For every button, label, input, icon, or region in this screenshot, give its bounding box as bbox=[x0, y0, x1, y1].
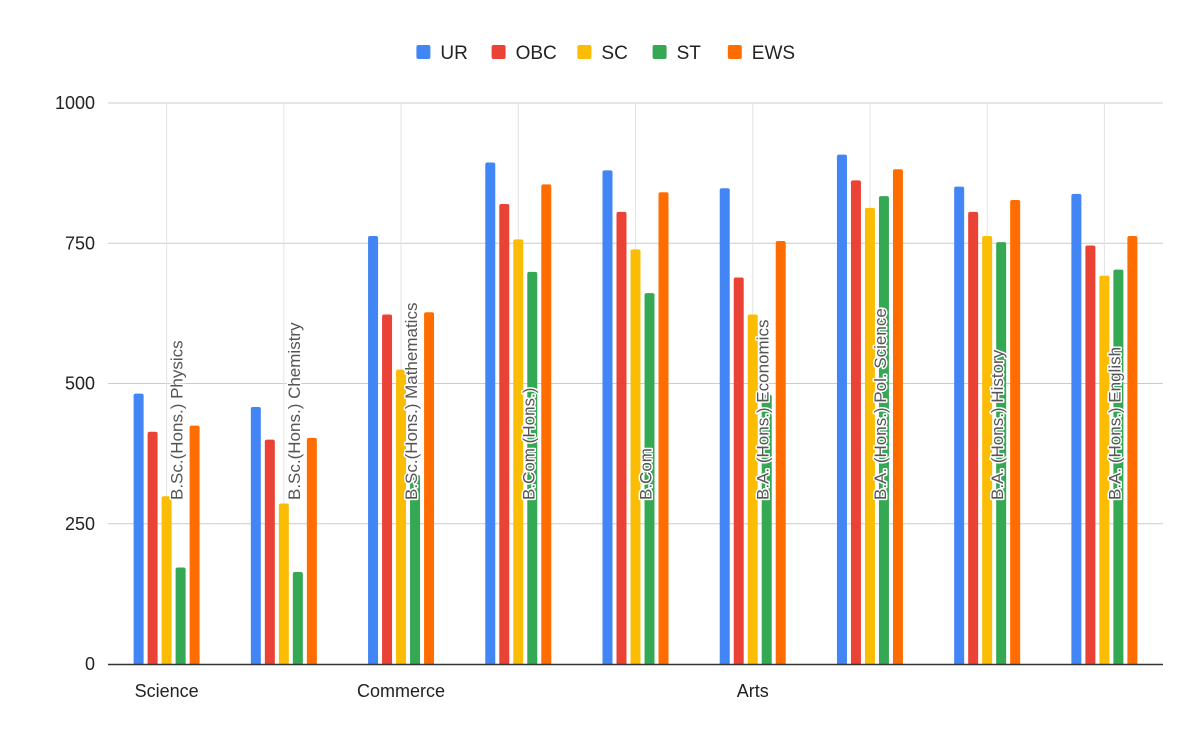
bar-sc-b-a-hons-english bbox=[1099, 275, 1110, 664]
bar-obc-b-sc-hons-physics bbox=[147, 431, 158, 664]
y-tick-label-1000: 1000 bbox=[55, 93, 95, 113]
bar-st-b-a-hons-history bbox=[996, 242, 1007, 665]
legend: UR OBC SC ST EWS bbox=[416, 43, 795, 64]
category-label-b-a-hons-pol-science: B.A. (Hons.) Pol. Science bbox=[871, 308, 890, 500]
bar-ews-b-a-hons-pol-science bbox=[892, 169, 903, 664]
bar-obc-b-sc-hons-chemistry bbox=[264, 439, 275, 664]
category-label-b-sc-hons-chemistry: B.Sc.(Hons.) Chemistry bbox=[285, 322, 304, 500]
y-tick-label-0: 0 bbox=[85, 654, 95, 674]
bar-sc-b-sc-hons-physics bbox=[161, 496, 172, 664]
bar-obc-b-com-hons bbox=[499, 203, 510, 665]
bar-sc-b-com-hons bbox=[513, 239, 524, 664]
bar-ews-b-a-hons-english bbox=[1127, 235, 1138, 664]
bar-ur-b-a-hons-english bbox=[1071, 193, 1082, 664]
category-label-b-sc-hons-mathematics: B.Sc.(Hons.) Mathematics bbox=[402, 303, 421, 500]
legend-swatch-st bbox=[652, 45, 667, 59]
bar-sc-b-sc-hons-mathematics bbox=[396, 369, 407, 664]
bar-sc-b-a-hons-pol-science bbox=[864, 207, 875, 665]
category-label-b-a-hons-history: B.A. (Hons.) History bbox=[988, 349, 1007, 500]
y-tick-label-250: 250 bbox=[65, 514, 95, 534]
bar-ur-b-sc-hons-chemistry bbox=[250, 407, 261, 664]
legend-swatch-ews bbox=[727, 45, 742, 59]
bar-ur-b-com-hons bbox=[485, 162, 496, 664]
bar-sc-b-a-hons-history bbox=[982, 235, 993, 664]
bar-obc-b-sc-hons-mathematics bbox=[382, 314, 393, 664]
category-label-b-com-hons: B.Com (Hons.) bbox=[519, 388, 538, 500]
x-group-label-science: Science bbox=[135, 681, 199, 701]
bar-st-b-sc-hons-mathematics bbox=[410, 474, 421, 664]
bars bbox=[133, 154, 1138, 665]
bar-ews-b-a-hons-economics bbox=[775, 241, 786, 665]
bar-ews-b-sc-hons-chemistry bbox=[306, 437, 317, 664]
category-label-b-com: B.Com bbox=[637, 448, 656, 500]
bar-ews-b-sc-hons-mathematics bbox=[424, 312, 435, 664]
bar-st-b-com bbox=[644, 293, 655, 664]
y-tick-label-750: 750 bbox=[65, 233, 95, 253]
legend-label-ews: EWS bbox=[752, 43, 795, 64]
category-label-b-sc-hons-physics: B.Sc.(Hons.) Physics bbox=[168, 340, 187, 500]
bar-st-b-sc-hons-chemistry bbox=[292, 571, 303, 664]
legend-item-sc[interactable]: SC bbox=[577, 43, 628, 64]
bar-ews-b-a-hons-history bbox=[1010, 200, 1021, 665]
bar-ur-b-a-hons-history bbox=[954, 186, 965, 665]
x-group-label-commerce: Commerce bbox=[357, 681, 445, 701]
x-axis-group-labels: Science Commerce Arts bbox=[135, 681, 769, 701]
legend-label-st: ST bbox=[677, 43, 702, 64]
bar-ur-b-a-hons-economics bbox=[719, 188, 730, 664]
bar-st-b-a-hons-english bbox=[1113, 269, 1124, 664]
legend-item-st[interactable]: ST bbox=[652, 43, 702, 64]
bar-sc-b-sc-hons-chemistry bbox=[278, 503, 289, 664]
bar-obc-b-a-hons-pol-science bbox=[850, 180, 861, 664]
x-group-label-arts: Arts bbox=[737, 681, 769, 701]
legend-swatch-ur bbox=[416, 45, 431, 59]
bar-ews-b-com bbox=[658, 192, 669, 664]
legend-label-sc: SC bbox=[601, 43, 627, 64]
bar-st-b-a-hons-pol-science bbox=[878, 196, 889, 664]
y-tick-label-500: 500 bbox=[65, 374, 95, 394]
category-label-b-a-hons-english: B.A. (Hons.) English bbox=[1105, 347, 1124, 500]
bar-ur-b-sc-hons-mathematics bbox=[368, 235, 379, 664]
y-axis: 0 250 500 750 1000 bbox=[55, 93, 95, 674]
bar-sc-b-com bbox=[630, 249, 641, 664]
category-label-b-a-hons-economics: B.A. (Hons.) Economics bbox=[754, 320, 773, 500]
bar-ur-b-a-hons-pol-science bbox=[836, 154, 847, 664]
legend-swatch-obc bbox=[491, 45, 506, 59]
legend-label-ur: UR bbox=[440, 43, 467, 64]
bar-st-b-sc-hons-physics bbox=[175, 567, 186, 664]
bar-ews-b-com-hons bbox=[541, 184, 552, 664]
bar-obc-b-a-hons-english bbox=[1085, 245, 1096, 664]
legend-item-ur[interactable]: UR bbox=[416, 43, 468, 64]
bar-ur-b-com bbox=[602, 170, 613, 664]
bar-ur-b-sc-hons-physics bbox=[133, 393, 144, 664]
bar-ews-b-sc-hons-physics bbox=[189, 425, 200, 664]
bar-obc-b-com bbox=[616, 211, 627, 665]
legend-item-ews[interactable]: EWS bbox=[727, 43, 795, 64]
bar-st-b-a-hons-economics bbox=[761, 394, 772, 664]
legend-item-obc[interactable]: OBC bbox=[491, 43, 557, 64]
legend-label-obc: OBC bbox=[516, 43, 557, 64]
course-labels: B.Sc.(Hons.) Physics B.Sc.(Hons.) Chemist… bbox=[166, 301, 1126, 501]
bar-st-b-com-hons bbox=[527, 271, 538, 664]
bar-sc-b-a-hons-economics bbox=[747, 314, 758, 664]
legend-swatch-sc bbox=[577, 45, 592, 59]
bar-obc-b-a-hons-economics bbox=[733, 277, 744, 664]
bar-obc-b-a-hons-history bbox=[968, 211, 979, 665]
